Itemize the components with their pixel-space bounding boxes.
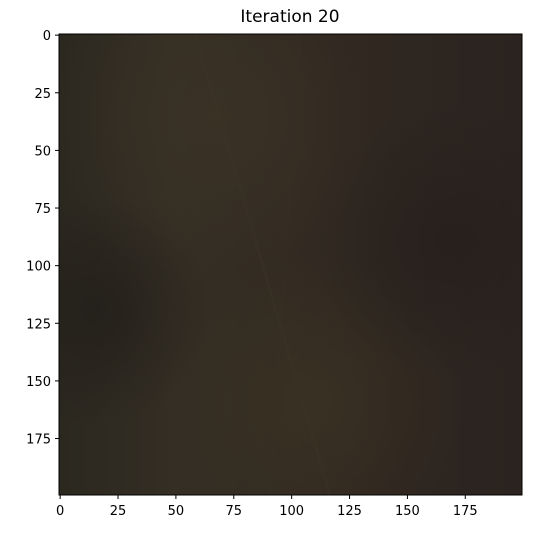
plot-frame bbox=[58, 33, 523, 496]
y-tick-label: 25 bbox=[34, 87, 51, 102]
x-tick-label: 0 bbox=[56, 504, 64, 519]
heatmap-streak bbox=[269, 34, 301, 495]
x-tick-label: 150 bbox=[395, 504, 420, 519]
x-tick-label: 50 bbox=[168, 504, 185, 519]
y-tick-label: 150 bbox=[26, 375, 51, 390]
x-tick-label: 100 bbox=[279, 504, 304, 519]
heatmap-streak bbox=[193, 34, 332, 495]
y-tick-label: 75 bbox=[34, 202, 51, 217]
y-tick-label: 0 bbox=[43, 29, 51, 44]
y-tick-label: 50 bbox=[34, 144, 51, 159]
chart-title: Iteration 20 bbox=[240, 7, 339, 27]
y-tick-label: 100 bbox=[26, 260, 51, 275]
y-tick-label: 175 bbox=[26, 433, 51, 448]
heatmap-image bbox=[59, 34, 522, 495]
x-axis: 0 25 50 75 100 125 150 175 bbox=[56, 495, 478, 519]
x-tick-label: 75 bbox=[226, 504, 243, 519]
x-tick-label: 175 bbox=[453, 504, 478, 519]
heatmap-dark-right-region bbox=[59, 34, 522, 495]
y-tick-label: 125 bbox=[26, 317, 51, 332]
x-tick-label: 125 bbox=[337, 504, 362, 519]
x-tick-label: 25 bbox=[110, 504, 127, 519]
y-axis: 0 25 50 75 100 125 150 175 bbox=[26, 29, 59, 448]
